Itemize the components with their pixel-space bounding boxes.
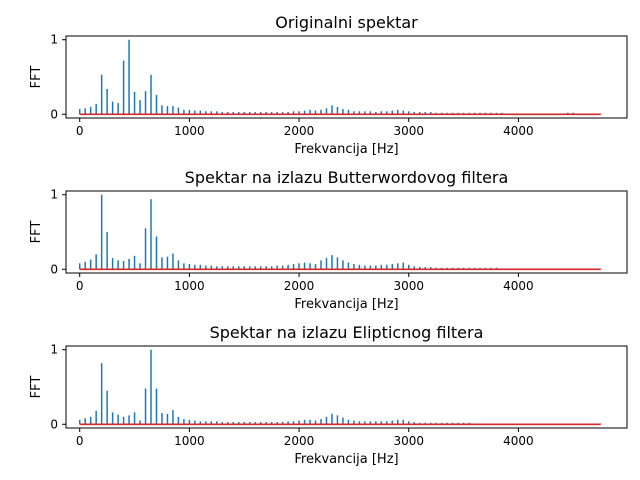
x-tick-label: 0 (76, 279, 84, 293)
x-tick-label: 2000 (284, 434, 315, 448)
x-tick-label: 1000 (174, 434, 205, 448)
x-tick-label: 3000 (393, 434, 424, 448)
x-tick-label: 2000 (284, 279, 315, 293)
x-axis-label: Frekvancija [Hz] (294, 452, 398, 467)
x-tick-label: 4000 (503, 434, 534, 448)
x-tick-label: 3000 (393, 279, 424, 293)
y-axis-label: FFT (29, 66, 44, 89)
x-axis-label: Frekvancija [Hz] (294, 297, 398, 312)
y-tick-label: 0 (50, 262, 58, 276)
subplot-1: 0 1000 2000 3000 4000 0 1 Originalni spektar Fre… (29, 13, 628, 157)
x-axis-label: Frekvancija [Hz] (294, 142, 398, 157)
x-tick-label: 0 (76, 124, 84, 138)
x-tick-label: 1000 (174, 279, 205, 293)
chart-title: Originalni spektar (275, 13, 418, 32)
y-tick-label: 1 (50, 33, 58, 47)
x-tick-label: 3000 (393, 124, 424, 138)
chart-title: Spektar na izlazu Butterwordovog filtera (185, 168, 509, 187)
axes-frame (65, 190, 628, 274)
axes-frame (65, 35, 628, 119)
x-tick-label: 4000 (503, 124, 534, 138)
subplot-2: 0 1000 2000 3000 4000 0 1 Spektar na izlazu But… (29, 168, 628, 312)
axes-frame (65, 345, 628, 429)
y-tick-label: 1 (50, 188, 58, 202)
y-tick-label: 0 (50, 417, 58, 431)
y-axis-label: FFT (29, 376, 44, 399)
subplot-3: 0 1000 2000 3000 4000 0 1 Spektar na izlazu Eli… (29, 323, 628, 467)
x-tick-label: 1000 (174, 124, 205, 138)
y-axis-label: FFT (29, 221, 44, 244)
x-tick-label: 0 (76, 434, 84, 448)
x-tick-label: 4000 (503, 279, 534, 293)
y-tick-label: 0 (50, 107, 58, 121)
y-tick-label: 1 (50, 343, 58, 357)
x-tick-label: 2000 (284, 124, 315, 138)
chart-title: Spektar na izlazu Elipticnog filtera (210, 323, 484, 342)
